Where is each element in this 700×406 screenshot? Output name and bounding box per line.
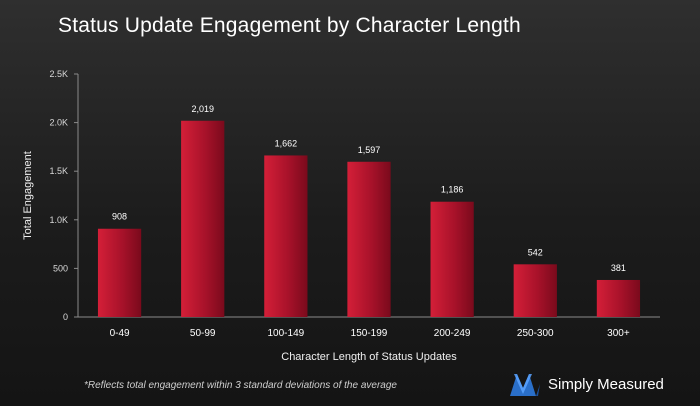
bar-value-label: 1,662: [275, 138, 298, 148]
x-category-label: 200-249: [434, 328, 471, 339]
footnote: *Reflects total engagement within 3 stan…: [84, 380, 397, 391]
x-category-label: 50-99: [190, 328, 216, 339]
y-tick-label: 1.0K: [49, 215, 68, 225]
chart-labels: 908 0-49 2,019 50-99 1,662 100-149 1,597 150-19…: [110, 104, 630, 339]
x-category-label: 150-199: [351, 328, 388, 339]
bar: [430, 201, 474, 317]
x-category-label: 300+: [607, 328, 630, 339]
bar-value-label: 1,186: [441, 185, 464, 195]
bar: [97, 228, 142, 317]
y-tick-label: 500: [53, 263, 68, 273]
x-axis-title: Character Length of Status Updates: [281, 351, 457, 363]
simply-measured-logo-icon: [510, 374, 540, 396]
bar-value-label: 2,019: [191, 104, 214, 114]
bar: [181, 120, 225, 317]
chart-bars: [97, 120, 641, 317]
bar: [347, 161, 391, 317]
bar: [596, 279, 641, 317]
x-category-label: 0-49: [110, 328, 130, 339]
y-axis-title: Total Engagement: [22, 151, 34, 240]
bar-value-label: 908: [112, 212, 127, 222]
bar-value-label: 542: [528, 247, 543, 257]
y-tick-label: 2.5K: [49, 69, 68, 79]
bar: [264, 155, 308, 317]
bar-value-label: 1,597: [358, 145, 381, 155]
x-category-label: 250-300: [517, 328, 554, 339]
bar-value-label: 381: [611, 263, 626, 273]
brand-name: Simply Measured: [548, 375, 664, 393]
bar: [513, 264, 557, 317]
y-tick-label: 1.5K: [49, 166, 68, 176]
chart-title: Status Update Engagement by Character Le…: [58, 14, 521, 37]
brand-logo: Simply Measured: [508, 370, 664, 398]
y-tick-label: 0: [63, 312, 68, 322]
x-category-label: 100-149: [268, 328, 305, 339]
y-tick-label: 2.0K: [49, 118, 68, 128]
